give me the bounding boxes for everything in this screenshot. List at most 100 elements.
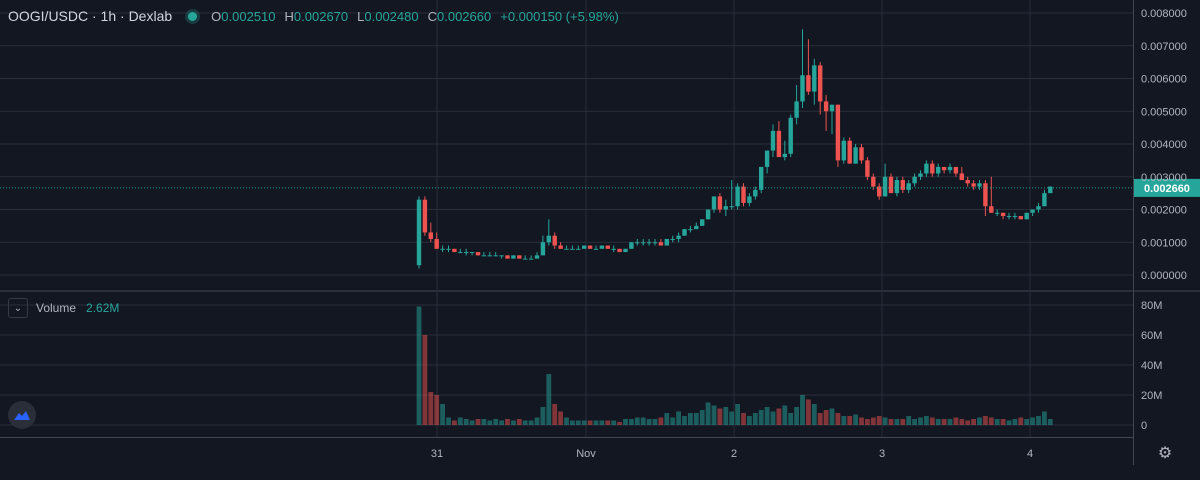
time-tick-label: 31 <box>431 448 443 460</box>
volume-bar <box>611 420 617 425</box>
volume-bar <box>416 306 422 425</box>
candle-body <box>629 242 634 249</box>
volume-bar <box>859 417 864 425</box>
candle-body <box>806 75 811 92</box>
candle <box>788 114 793 158</box>
candle-body <box>894 180 900 194</box>
volume-bar <box>505 419 510 425</box>
candle <box>924 160 929 177</box>
volume-bar <box>770 411 776 425</box>
candle <box>517 255 522 259</box>
price-tick-label: 0.006000 <box>1141 74 1187 86</box>
candle <box>641 238 646 246</box>
volume-bar <box>546 374 552 425</box>
volume-bar <box>670 417 676 425</box>
candle <box>965 176 970 187</box>
candle-body <box>1000 212 1006 217</box>
candle-body <box>1048 186 1053 194</box>
candle <box>523 255 528 260</box>
candle <box>959 166 964 181</box>
volume-bar <box>499 420 504 425</box>
volume-bar <box>1024 419 1030 425</box>
volume-bar <box>959 419 965 425</box>
volume-bar <box>888 419 894 425</box>
volume-tick-label: 40M <box>1141 360 1162 372</box>
candle <box>652 238 658 246</box>
candle <box>835 104 841 167</box>
candle-body <box>788 117 793 154</box>
candle <box>983 180 988 217</box>
candle-body <box>1012 216 1018 218</box>
candle-body <box>835 104 841 161</box>
candle-body <box>989 206 994 213</box>
candle <box>753 186 758 200</box>
candle-body <box>641 242 646 244</box>
volume-bar <box>794 407 799 425</box>
candle-body <box>534 255 540 259</box>
candle <box>1036 202 1041 213</box>
volume-bar <box>469 420 475 425</box>
candle-body <box>953 166 959 174</box>
volume-bar <box>605 420 611 425</box>
candle-body <box>1042 193 1047 207</box>
candle-body <box>646 242 652 244</box>
candle-body <box>676 235 681 239</box>
candle-body <box>906 183 911 190</box>
volume-bar <box>570 420 575 425</box>
volume-bar <box>540 407 546 425</box>
candle-body <box>475 252 481 256</box>
candle-body <box>782 153 787 158</box>
tradingview-logo-icon[interactable] <box>8 401 36 429</box>
volume-bar <box>575 420 581 425</box>
last-price-label: 0.002660 <box>1144 183 1190 195</box>
candle-body <box>587 245 593 249</box>
volume-bar <box>1006 420 1012 425</box>
candle-body <box>1030 209 1035 213</box>
candle-body <box>741 186 746 203</box>
candle-body <box>717 196 723 210</box>
volume-bar <box>752 413 758 425</box>
volume-bar <box>658 417 664 425</box>
candle <box>611 245 616 253</box>
candle <box>794 85 799 125</box>
volume-bar <box>811 404 817 425</box>
candle-body <box>499 255 504 257</box>
candle <box>1012 212 1018 220</box>
candle <box>664 238 669 246</box>
candle-body <box>605 245 610 249</box>
change-value: +0.000150 (+5.98%) <box>500 8 619 24</box>
volume-bar <box>723 407 729 425</box>
volume-bar <box>1030 417 1035 425</box>
candle-body <box>729 206 734 208</box>
symbol-title[interactable]: OOGI/USDC · 1h · Dexlab <box>8 8 173 24</box>
volume-bar <box>428 392 434 425</box>
candle <box>493 252 498 257</box>
candle-body <box>623 248 628 253</box>
volume-bar <box>782 405 788 425</box>
candle <box>670 235 675 243</box>
volume-bar <box>882 417 888 425</box>
candle-body <box>611 248 616 250</box>
candle-body <box>865 160 870 177</box>
volume-tick-label: 60M <box>1141 330 1162 342</box>
candle <box>646 238 652 246</box>
chevron-down-icon[interactable]: ⌄ <box>8 298 28 318</box>
candle <box>570 245 575 250</box>
candle <box>717 193 723 213</box>
candle <box>894 176 900 197</box>
volume-bar <box>711 405 717 425</box>
price-tick-label: 0.005000 <box>1141 106 1187 118</box>
gear-icon[interactable]: ⚙ <box>1157 445 1173 462</box>
candle-body <box>847 140 852 164</box>
candle-body <box>469 252 475 254</box>
candle <box>859 144 864 164</box>
volume-bar <box>735 404 740 425</box>
volume-bar <box>817 413 823 425</box>
volume-bar <box>988 417 994 425</box>
market-status-icon <box>188 11 198 21</box>
candle <box>818 62 823 115</box>
volume-bar <box>552 404 558 425</box>
candle-body <box>481 255 487 257</box>
price-tick-label: 0.001000 <box>1141 237 1187 249</box>
